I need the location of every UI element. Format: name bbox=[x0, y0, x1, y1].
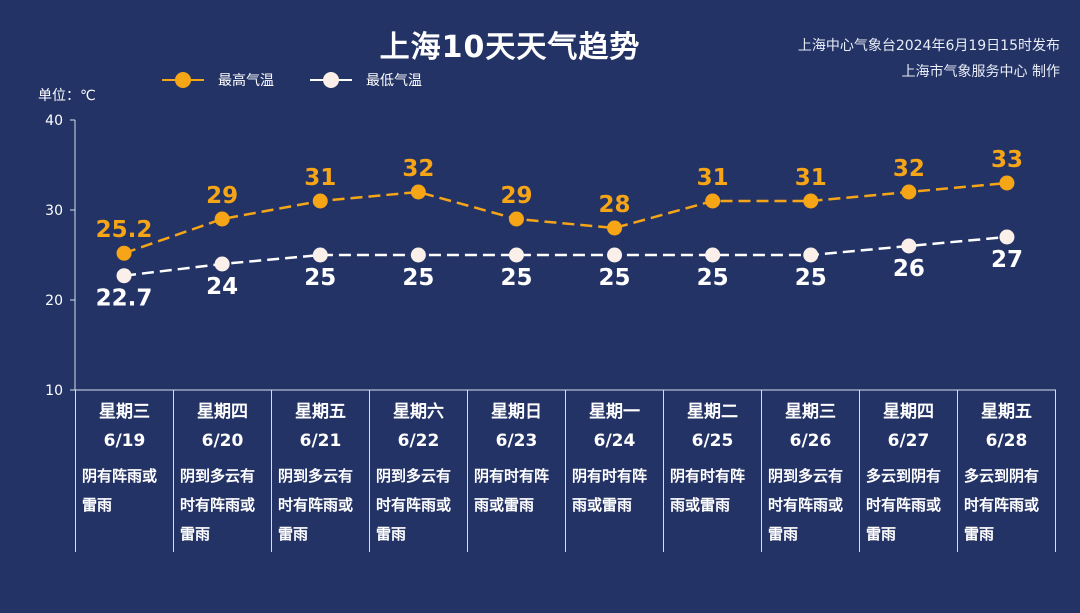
data-label-high: 32 bbox=[402, 156, 434, 182]
day-weekday: 星期二 bbox=[687, 402, 738, 422]
day-header: 星期二 6/25 bbox=[664, 390, 762, 462]
data-label-low: 24 bbox=[206, 274, 238, 300]
data-label-low: 27 bbox=[991, 247, 1023, 273]
series-line-high bbox=[123, 181, 1008, 255]
y-tick-label: 10 bbox=[45, 383, 63, 399]
data-point-high bbox=[410, 184, 426, 200]
data-point-high bbox=[116, 245, 132, 261]
day-weekday: 星期日 bbox=[491, 402, 542, 422]
data-label-high: 29 bbox=[500, 183, 532, 209]
publisher-line-1: 上海中心气象台2024年6月19日15时发布 bbox=[797, 38, 1060, 54]
day-date: 6/25 bbox=[691, 431, 734, 451]
day-weekday: 星期一 bbox=[589, 402, 640, 422]
data-point-low bbox=[116, 268, 132, 284]
day-date: 6/28 bbox=[985, 431, 1028, 451]
day-date: 6/19 bbox=[103, 431, 146, 451]
data-label-low: 25 bbox=[500, 265, 532, 291]
legend-item-high: 最高气温 bbox=[162, 70, 274, 90]
data-label-low: 25 bbox=[599, 265, 631, 291]
data-label-low: 25 bbox=[795, 265, 827, 291]
data-point-low bbox=[607, 247, 623, 263]
data-label-high: 25.2 bbox=[96, 217, 153, 243]
day-header: 星期三 6/19 bbox=[75, 390, 174, 462]
data-label-high: 29 bbox=[206, 183, 238, 209]
weather-condition: 阴到多云有时有阵雨或雷雨 bbox=[762, 462, 860, 552]
data-point-high bbox=[901, 184, 917, 200]
day-weekday: 星期五 bbox=[295, 402, 346, 422]
day-date: 6/24 bbox=[593, 431, 636, 451]
day-weekday: 星期四 bbox=[883, 402, 934, 422]
data-label-high: 31 bbox=[304, 165, 336, 191]
publisher-line-2: 上海市气象服务中心 制作 bbox=[901, 64, 1060, 80]
data-label-low: 25 bbox=[697, 265, 729, 291]
day-date: 6/26 bbox=[789, 431, 832, 451]
day-weekday: 星期四 bbox=[197, 402, 248, 422]
legend-label-low: 最低气温 bbox=[366, 73, 422, 89]
weather-condition: 阴有时有阵雨或雷雨 bbox=[566, 462, 664, 552]
unit-label: 单位：℃ bbox=[38, 88, 96, 104]
day-header: 星期日 6/23 bbox=[468, 390, 566, 462]
data-point-low bbox=[312, 247, 328, 263]
data-point-high bbox=[803, 193, 819, 209]
day-date: 6/27 bbox=[887, 431, 930, 451]
data-point-low bbox=[508, 247, 524, 263]
weather-condition-row: 阴有阵雨或雷雨 阴到多云有时有阵雨或雷雨 阴到多云有时有阵雨或雷雨 阴到多云有时… bbox=[75, 462, 1056, 552]
y-tick-label: 40 bbox=[45, 113, 63, 129]
data-label-low: 25 bbox=[402, 265, 434, 291]
day-date: 6/22 bbox=[397, 431, 440, 451]
data-point-high bbox=[705, 193, 721, 209]
legend-label-high: 最高气温 bbox=[218, 73, 274, 89]
legend-swatch-high bbox=[162, 70, 204, 90]
data-label-low: 22.7 bbox=[96, 286, 153, 312]
weather-condition: 阴有时有阵雨或雷雨 bbox=[468, 462, 566, 552]
data-point-low bbox=[705, 247, 721, 263]
weather-condition: 多云到阴有时有阵雨或雷雨 bbox=[958, 462, 1056, 552]
data-label-high: 31 bbox=[795, 165, 827, 191]
day-header: 星期五 6/21 bbox=[272, 390, 370, 462]
weather-condition: 多云到阴有时有阵雨或雷雨 bbox=[860, 462, 958, 552]
series-line-low bbox=[123, 235, 1008, 277]
day-header: 星期五 6/28 bbox=[958, 390, 1056, 462]
data-label-high: 32 bbox=[893, 156, 925, 182]
chart-title: 上海10天天气趋势 bbox=[379, 30, 641, 65]
day-header-row: 星期三 6/19 星期四 6/20 星期五 6/21 星期六 6/22 星期日 6/23 … bbox=[75, 390, 1056, 462]
y-tick-label: 20 bbox=[45, 293, 63, 309]
data-point-high bbox=[312, 193, 328, 209]
day-header: 星期四 6/27 bbox=[860, 390, 958, 462]
weather-condition: 阴到多云有时有阵雨或雷雨 bbox=[272, 462, 370, 552]
data-point-low bbox=[999, 229, 1015, 245]
weather-condition: 阴有阵雨或雷雨 bbox=[75, 462, 174, 552]
data-point-low bbox=[803, 247, 819, 263]
legend-item-low: 最低气温 bbox=[310, 70, 422, 90]
data-label-high: 33 bbox=[991, 147, 1023, 173]
data-label-high: 31 bbox=[697, 165, 729, 191]
data-point-high bbox=[214, 211, 230, 227]
weather-condition: 阴到多云有时有阵雨或雷雨 bbox=[370, 462, 468, 552]
day-date: 6/20 bbox=[201, 431, 244, 451]
day-date: 6/23 bbox=[495, 431, 538, 451]
day-date: 6/21 bbox=[299, 431, 342, 451]
day-header: 星期六 6/22 bbox=[370, 390, 468, 462]
data-label-high: 28 bbox=[599, 192, 631, 218]
weather-condition: 阴到多云有时有阵雨或雷雨 bbox=[174, 462, 272, 552]
data-point-low bbox=[410, 247, 426, 263]
day-header: 星期一 6/24 bbox=[566, 390, 664, 462]
day-header: 星期四 6/20 bbox=[174, 390, 272, 462]
data-point-low bbox=[214, 256, 230, 272]
day-weekday: 星期五 bbox=[981, 402, 1032, 422]
day-weekday: 星期六 bbox=[393, 402, 444, 422]
day-header: 星期三 6/26 bbox=[762, 390, 860, 462]
weather-condition: 阴有时有阵雨或雷雨 bbox=[664, 462, 762, 552]
data-point-high bbox=[508, 211, 524, 227]
data-label-low: 25 bbox=[304, 265, 336, 291]
data-point-low bbox=[901, 238, 917, 254]
data-label-low: 26 bbox=[893, 256, 925, 282]
data-point-high bbox=[607, 220, 623, 236]
day-weekday: 星期三 bbox=[785, 402, 836, 422]
legend-swatch-low bbox=[310, 70, 352, 90]
data-point-high bbox=[999, 175, 1015, 191]
y-tick-label: 30 bbox=[45, 203, 63, 219]
day-weekday: 星期三 bbox=[99, 402, 150, 422]
